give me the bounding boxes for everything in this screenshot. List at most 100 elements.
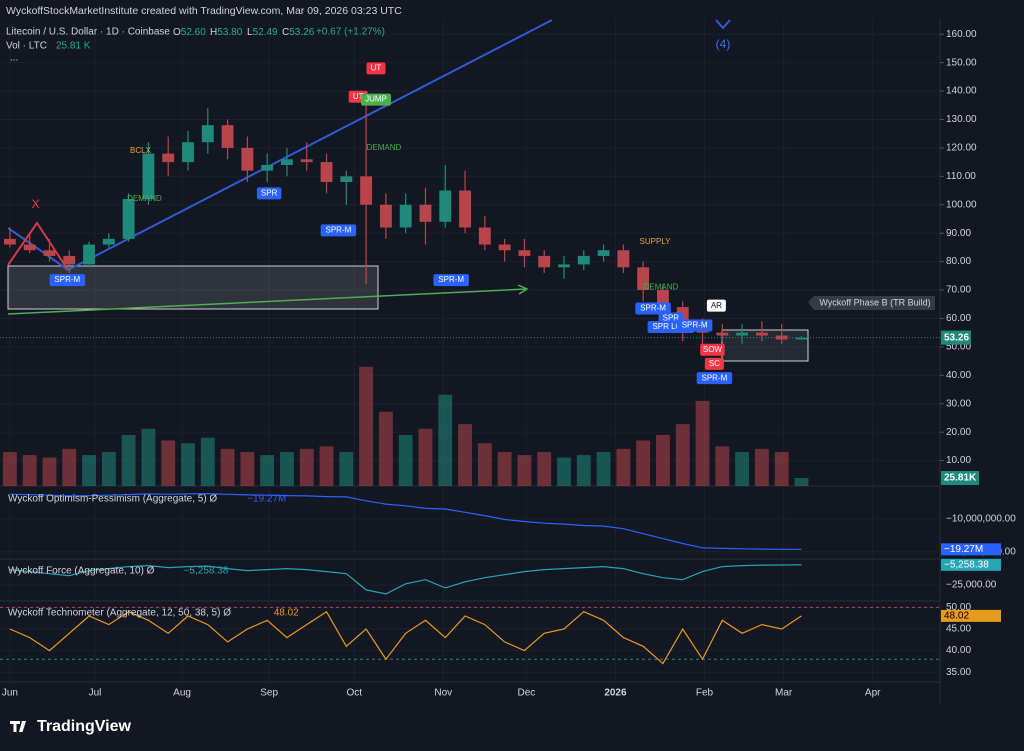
- volume-bar: [22, 455, 37, 486]
- zigzag-line: [7, 221, 69, 271]
- volume-bar: [42, 457, 57, 486]
- candle-body: [419, 204, 432, 222]
- annotation-label: DEMAND: [367, 143, 402, 152]
- legend-more: ...: [10, 53, 18, 64]
- candle-body: [736, 332, 749, 336]
- candle-body: [43, 250, 56, 256]
- x-tick-label: Apr: [865, 688, 881, 699]
- legend-l: L52.49: [247, 27, 278, 38]
- volume-bar: [576, 455, 591, 486]
- candle-body: [300, 159, 313, 163]
- last-value-label: 48.02: [944, 611, 969, 622]
- y-tick-label: −10,000,000.00: [946, 514, 1016, 525]
- candle-body: [775, 335, 788, 340]
- candle-body: [577, 255, 590, 265]
- x-tick-label: Mar: [775, 688, 793, 699]
- y-tick-label: 40.00: [946, 370, 971, 381]
- candles: [3, 102, 808, 353]
- volume-bar: [537, 451, 552, 486]
- y-tick-label: 130.00: [946, 114, 977, 125]
- volume-bar: [2, 451, 17, 486]
- volume-bar: [101, 451, 116, 486]
- x-tick-label: Dec: [518, 688, 536, 699]
- candle-body: [162, 153, 175, 163]
- volume-bar: [240, 451, 255, 486]
- candle-body: [439, 190, 452, 222]
- volume-bar: [280, 451, 294, 486]
- annotation-label: SC: [709, 359, 720, 368]
- y-tick-label: 160.00: [946, 29, 977, 40]
- volume-bar: [517, 455, 532, 486]
- annotation-label: SOW: [703, 345, 723, 354]
- candle-body: [755, 332, 768, 336]
- annotation-label: DEMAND: [644, 282, 679, 291]
- last-value-label: −5,258.38: [944, 559, 989, 570]
- volume-bars: [2, 366, 809, 486]
- trend-line: [7, 288, 527, 315]
- candle-body: [637, 267, 650, 291]
- candle-body: [221, 125, 234, 148]
- indicator-line: [9, 492, 802, 550]
- x-tick-label: 2026: [604, 688, 627, 699]
- annotation-label: AR: [711, 301, 722, 310]
- legend-key: H: [210, 27, 217, 38]
- annotation-box: [700, 343, 725, 356]
- volume-label: 25.81K: [944, 473, 977, 484]
- volume-bar: [754, 448, 769, 486]
- indicator-line: [9, 610, 802, 665]
- pane-value: −19.27M: [247, 494, 286, 505]
- candle-body: [122, 199, 135, 239]
- volume-bar: [774, 451, 789, 486]
- legend-value: 53.80: [217, 27, 242, 38]
- y-tick-label: 20.00: [946, 427, 971, 438]
- candle-body: [23, 244, 36, 251]
- annotation-label: BCLX: [130, 146, 152, 155]
- x-tick-label: Jun: [2, 688, 18, 699]
- candle-body: [320, 162, 333, 183]
- annotation-label: SPR: [663, 314, 680, 323]
- y-tick-label: 140.00: [946, 86, 977, 97]
- candle-body: [558, 264, 570, 268]
- legend-value: 53.26: [289, 27, 314, 38]
- candle-body: [657, 290, 669, 308]
- last-value-box: [941, 558, 1001, 571]
- candle-body: [182, 142, 194, 163]
- volume-bar: [616, 448, 631, 486]
- annotation-label: SPR LOW: [652, 322, 689, 331]
- annotation-label: SPR-M: [326, 225, 352, 234]
- candle-body: [201, 125, 214, 143]
- annotation-label: JUMP: [365, 95, 387, 104]
- legend-key: L: [247, 27, 253, 38]
- y-tick-label: 40.00: [946, 645, 971, 656]
- credit: WyckoffStockMarketInstitute created with…: [6, 5, 402, 17]
- y-tick-label: −25,000.00: [946, 579, 997, 590]
- y-tick-label: 30.00: [946, 398, 971, 409]
- legend-key: C: [282, 27, 289, 38]
- x-tick-label: Oct: [346, 688, 362, 699]
- volume-bar: [735, 451, 750, 486]
- legend: Litecoin / U.S. Dollar · 1D · Coinbase O…: [6, 27, 385, 64]
- last-value-box: [941, 543, 1001, 556]
- x-tick-label: Aug: [173, 688, 191, 699]
- volume-bar: [299, 448, 314, 486]
- volume-bar: [398, 434, 413, 486]
- indicator-line: [9, 564, 802, 595]
- x-tick-label: Nov: [434, 688, 452, 699]
- price-label: 53.26: [944, 332, 969, 343]
- volume-bar: [181, 443, 195, 486]
- candle-body: [617, 250, 630, 268]
- annotation-box: [433, 274, 469, 287]
- y-tick-label: 50.00: [946, 342, 971, 353]
- axis-background: [940, 20, 1024, 705]
- volume-bar: [794, 478, 809, 486]
- candle-body: [281, 159, 293, 165]
- volume-bar: [477, 443, 492, 486]
- pane-value: 48.02: [274, 608, 299, 619]
- volume-bar: [596, 451, 611, 486]
- zigzag-line: [7, 227, 69, 271]
- annotation-box: [366, 62, 386, 75]
- last-value-label: −19.27M: [944, 544, 983, 555]
- candle-body: [83, 244, 95, 265]
- y-tick-label: 35.00: [946, 667, 971, 678]
- y-tick-label: 45.00: [946, 624, 971, 635]
